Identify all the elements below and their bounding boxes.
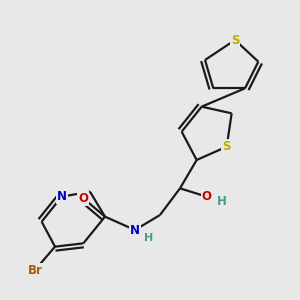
Text: Br: Br	[28, 263, 42, 277]
Text: S: S	[231, 34, 239, 46]
Text: H: H	[217, 195, 226, 208]
Text: N: N	[57, 190, 67, 203]
Text: H: H	[144, 233, 153, 243]
Text: O: O	[78, 192, 88, 205]
Text: S: S	[222, 140, 231, 153]
Text: O: O	[202, 190, 212, 203]
Text: N: N	[130, 224, 140, 236]
